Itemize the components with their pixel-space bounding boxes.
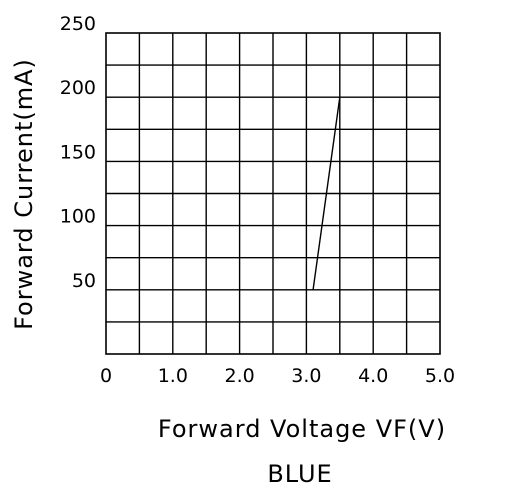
x-axis-tick-labels: 0 1.0 2.0 3.0 4.0 5.0 <box>100 365 455 387</box>
chart-subtitle: BLUE <box>267 460 332 488</box>
y-tick-label: 150 <box>60 141 96 163</box>
series-line <box>312 97 341 290</box>
y-axis-tick-labels: 50 100 150 200 250 <box>60 13 96 292</box>
chart-grid <box>106 33 440 354</box>
y-axis-label: Forward Current(mA) <box>10 58 38 330</box>
y-tick-label: 50 <box>72 270 96 292</box>
x-axis-label: Forward Voltage VF(V) <box>158 415 446 443</box>
chart-series <box>312 97 341 290</box>
x-tick-label: 4.0 <box>358 365 388 387</box>
y-tick-label: 100 <box>60 206 96 228</box>
plot-area-frame <box>105 32 441 355</box>
x-tick-label: 3.0 <box>291 365 321 387</box>
y-tick-label: 200 <box>60 77 96 99</box>
x-tick-label: 5.0 <box>425 365 455 387</box>
x-tick-label: 0 <box>100 365 112 387</box>
x-tick-label: 2.0 <box>224 365 254 387</box>
x-tick-label: 1.0 <box>158 365 188 387</box>
y-tick-label: 250 <box>60 13 96 35</box>
